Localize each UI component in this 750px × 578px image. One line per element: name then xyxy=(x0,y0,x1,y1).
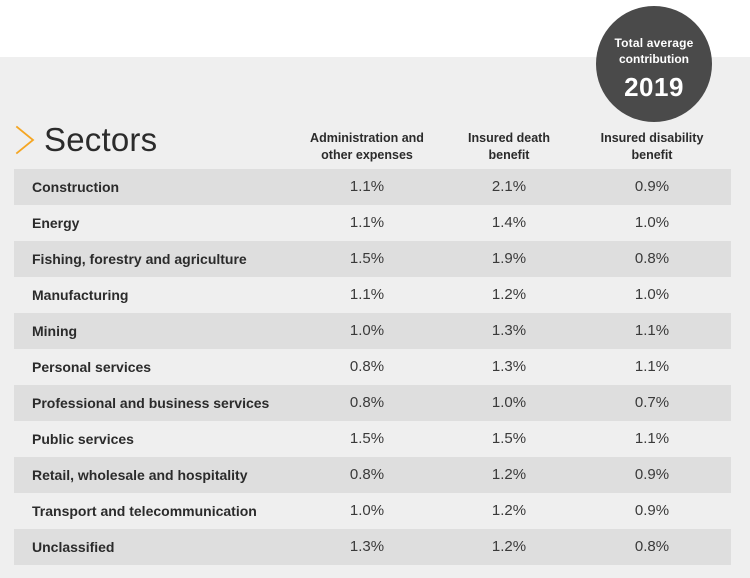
table-cell: 0.9% xyxy=(634,178,670,195)
table-cell: 1.5% xyxy=(491,430,527,447)
table-cell: 1.0% xyxy=(491,394,527,411)
table-cell: 0.8% xyxy=(349,358,385,375)
table-cell: 0.8% xyxy=(634,250,670,267)
table-cell: 0.7% xyxy=(634,394,670,411)
table-cell: 0.8% xyxy=(634,538,670,555)
table-cell: 1.9% xyxy=(491,250,527,267)
sector-name: Mining xyxy=(32,323,78,339)
table-row: Personal services 0.8% 1.3% 1.1% xyxy=(14,349,731,385)
sector-name: Construction xyxy=(32,179,120,195)
sector-name: Manufacturing xyxy=(32,287,129,303)
column-header-administration: Administration and other expenses xyxy=(292,130,442,164)
sector-name: Professional and business services xyxy=(32,395,270,411)
table-row: Manufacturing 1.1% 1.2% 1.0% xyxy=(14,277,731,313)
table-cell: 1.1% xyxy=(349,178,385,195)
column-header-line: benefit xyxy=(488,148,530,162)
table-row: Unclassified 1.3% 1.2% 0.8% xyxy=(14,529,731,565)
table-cell: 1.0% xyxy=(634,286,670,303)
table-cell: 1.4% xyxy=(491,214,527,231)
table-cell: 0.9% xyxy=(634,466,670,483)
table-row: Retail, wholesale and hospitality 0.8% 1.2… xyxy=(14,457,731,493)
badge-label-line1: Total average xyxy=(614,36,694,50)
table-cell: 1.3% xyxy=(349,538,385,555)
title-block: Sectors xyxy=(14,120,157,160)
table-row: Energy 1.1% 1.4% 1.0% xyxy=(14,205,731,241)
column-header-line: Insured death xyxy=(468,131,550,145)
badge-year: 2019 xyxy=(624,72,684,102)
table-cell: 1.2% xyxy=(491,538,527,555)
table-row: Transport and telecommunication 1.0% 1.2% 0… xyxy=(14,493,731,529)
badge-label-line2: contribution xyxy=(619,52,689,66)
table-cell: 0.8% xyxy=(349,466,385,483)
table-cell: 1.1% xyxy=(349,286,385,303)
table-cell: 1.5% xyxy=(349,430,385,447)
table-cell: 1.3% xyxy=(491,322,527,339)
sector-name: Personal services xyxy=(32,359,152,375)
column-header-death-benefit: Insured death benefit xyxy=(434,130,584,164)
sector-name: Public services xyxy=(32,431,134,447)
column-header-line: Insured disability xyxy=(600,131,704,145)
table-row: Construction 1.1% 2.1% 0.9% xyxy=(14,169,731,205)
table-cell: 1.0% xyxy=(349,502,385,519)
column-header-line: benefit xyxy=(631,148,673,162)
table-row: Mining 1.0% 1.3% 1.1% xyxy=(14,313,731,349)
table-row: Fishing, forestry and agriculture 1.5% 1.9… xyxy=(14,241,731,277)
column-header-disability-benefit: Insured disability benefit xyxy=(577,130,727,164)
sector-name: Transport and telecommunication xyxy=(32,503,257,519)
table-row: Professional and business services 0.8% 1.… xyxy=(14,385,731,421)
year-badge: Total average contribution 2019 xyxy=(596,6,712,122)
sector-name: Unclassified xyxy=(32,539,115,555)
table-cell: 1.3% xyxy=(491,358,527,375)
table-cell: 1.0% xyxy=(349,322,385,339)
sectors-table: Construction 1.1% 2.1% 0.9% Energy 1.1% 1.4% 1.… xyxy=(14,169,731,565)
table-cell: 1.1% xyxy=(634,430,670,447)
sector-name: Retail, wholesale and hospitality xyxy=(32,467,248,483)
page-title: Sectors xyxy=(44,121,158,158)
column-header-line: Administration and xyxy=(310,131,424,145)
table-cell: 1.0% xyxy=(634,214,670,231)
chevron-right-icon xyxy=(15,125,35,155)
table-cell: 2.1% xyxy=(491,178,527,195)
column-header-line: other expenses xyxy=(321,148,413,162)
table-cell: 0.9% xyxy=(634,502,670,519)
table-cell: 1.2% xyxy=(491,502,527,519)
sector-name: Fishing, forestry and agriculture xyxy=(32,251,247,267)
table-cell: 1.5% xyxy=(349,250,385,267)
table-cell: 1.2% xyxy=(491,286,527,303)
table-cell: 1.1% xyxy=(349,214,385,231)
table-cell: 1.2% xyxy=(491,466,527,483)
sector-name: Energy xyxy=(32,215,80,231)
table-cell: 1.1% xyxy=(634,322,670,339)
table-cell: 0.8% xyxy=(349,394,385,411)
table-cell: 1.1% xyxy=(634,358,670,375)
table-row: Public services 1.5% 1.5% 1.1% xyxy=(14,421,731,457)
